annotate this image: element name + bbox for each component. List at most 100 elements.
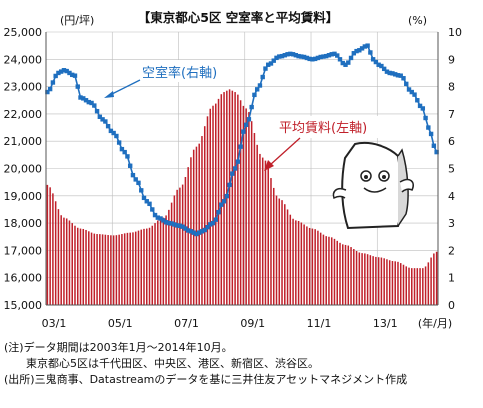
rent-bar (46, 184, 49, 305)
rent-bar (419, 268, 421, 305)
rent-bar (281, 200, 283, 305)
vacancy-point (431, 143, 437, 148)
vacancy-point (205, 224, 210, 230)
right-tick-label: 2 (448, 244, 455, 257)
vacancy-point (89, 100, 94, 106)
rent-bar (250, 121, 253, 306)
right-tick-label: 1 (448, 272, 455, 285)
vacancy-line (45, 43, 439, 237)
rent-bar (286, 209, 289, 305)
vacancy-point (307, 56, 312, 62)
rent-bar (264, 160, 267, 305)
left-tick-label: 23,000 (4, 81, 43, 94)
rent-bar (411, 268, 413, 305)
rent-bar (253, 133, 256, 305)
vacancy-point (299, 54, 304, 59)
vacancy-point (45, 89, 50, 95)
right-tick-label: 8 (448, 81, 455, 94)
rent-callout: 平均賃料(左軸) (264, 116, 394, 171)
vacancy-point (368, 50, 373, 55)
vacancy-callout: 空室率(右軸) (104, 60, 228, 98)
rent-bar (79, 228, 82, 305)
x-tick-label: 13/1 (373, 317, 398, 330)
vacancy-point (293, 53, 299, 58)
rent-bar (239, 100, 242, 305)
vacancy-point (78, 95, 83, 100)
vacancy-point (150, 207, 155, 212)
rent-bar (405, 266, 408, 305)
vacancy-point (415, 98, 420, 103)
vacancy-point (72, 73, 78, 78)
left-tick-label: 17,000 (4, 244, 43, 257)
vacancy-point (373, 59, 379, 65)
vacancy-point (224, 193, 230, 199)
vacancy-point (326, 53, 332, 58)
vacancy-point (420, 106, 426, 111)
rent-bar (272, 187, 275, 305)
vacancy-point (92, 103, 97, 108)
vacancy-point (409, 89, 414, 95)
vacancy-point (133, 177, 138, 182)
vacancy-point (238, 144, 243, 149)
vacancy-point (197, 230, 202, 235)
vacancy-point (141, 195, 147, 201)
vacancy-point (232, 166, 238, 171)
vacancy-point (387, 70, 392, 76)
rent-bar (330, 237, 333, 305)
vacancy-point (199, 229, 205, 234)
vacancy-point (243, 122, 249, 128)
rent-bar (284, 204, 286, 305)
vacancy-point (252, 92, 257, 98)
rent-bar (342, 244, 344, 305)
rent-bar (170, 202, 173, 305)
rent-bar (383, 258, 385, 305)
rent-bar (231, 90, 234, 305)
vacancy-point (122, 149, 127, 155)
rent-bar (60, 215, 62, 305)
vacancy-point (125, 154, 130, 159)
vacancy-point (384, 69, 390, 74)
vacancy-point (58, 69, 64, 74)
vacancy-point (332, 51, 337, 57)
x-axis-unit: (年/月) (418, 316, 452, 330)
vacancy-arrowhead (104, 91, 114, 98)
rent-bar (311, 228, 314, 305)
rent-bar (99, 234, 101, 305)
rent-bar (261, 157, 264, 305)
vacancy-point (370, 57, 376, 62)
left-axis-unit: (円/坪) (60, 14, 94, 27)
right-tick-label: 5 (448, 163, 455, 176)
vacancy-point (362, 44, 368, 49)
vacancy-label: 空室率(右軸) (142, 65, 217, 81)
note-wards: 東京都心5区は千代田区、中央区、港区、新宿区、渋谷区。 (26, 357, 319, 370)
rent-bar (435, 251, 438, 305)
rent-bar (413, 268, 416, 305)
rent-bar (168, 209, 170, 305)
vacancy-point (312, 56, 318, 62)
vacancy-point (119, 146, 125, 152)
rent-bar (317, 230, 319, 305)
vacancy-point (172, 222, 177, 227)
rent-bar (176, 189, 178, 305)
vacancy-point (139, 188, 144, 193)
vacancy-point (329, 52, 334, 57)
rent-bar (115, 235, 118, 305)
note-source: (出所)三鬼商事、Datastreamのデータを基に三井住友アセットマネジメント… (4, 373, 408, 386)
rent-bar (427, 262, 430, 305)
rent-bar (82, 228, 85, 305)
rent-bar (220, 94, 223, 305)
vacancy-point (426, 125, 431, 130)
rent-bar (151, 225, 154, 305)
vacancy-point (191, 230, 196, 235)
rent-bar (104, 234, 107, 305)
vacancy-point (163, 220, 169, 225)
vacancy-point (257, 83, 263, 88)
vacancy-point (208, 222, 213, 227)
vacancy-point (70, 72, 75, 78)
rent-bar (201, 136, 203, 305)
rent-bar (388, 260, 391, 305)
rent-bar (74, 225, 76, 305)
rent-bar (107, 235, 109, 305)
vacancy-point (180, 224, 185, 229)
